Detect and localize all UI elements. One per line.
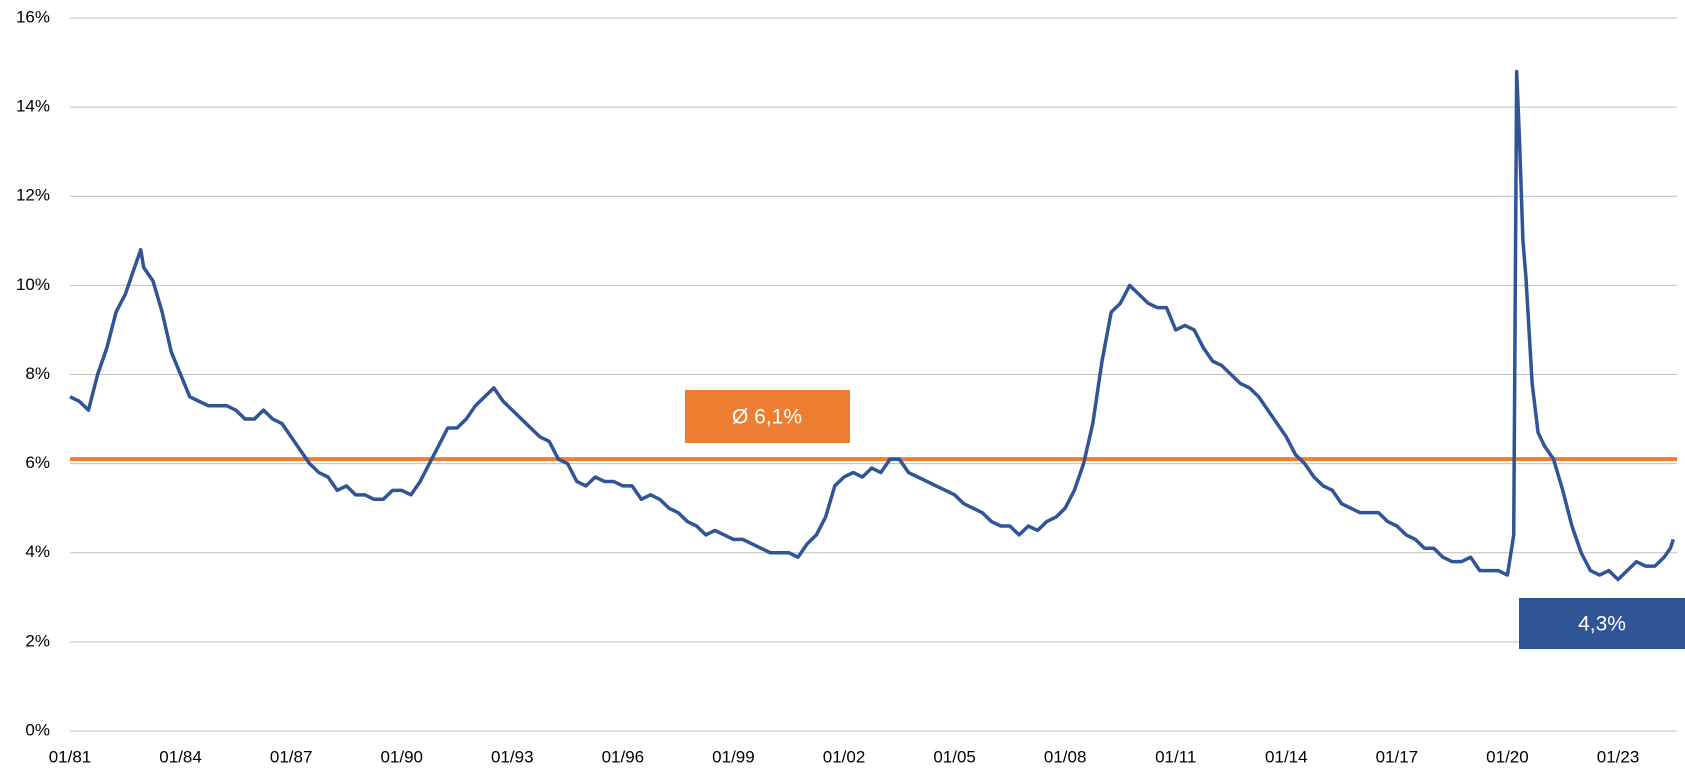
last-value-label: 4,3% <box>1578 613 1626 636</box>
y-tick-label: 10% <box>16 275 50 294</box>
x-tick-label: 01/14 <box>1265 747 1308 766</box>
x-tick-label: 01/17 <box>1376 747 1419 766</box>
x-tick-label: 01/05 <box>933 747 976 766</box>
x-tick-label: 01/08 <box>1044 747 1087 766</box>
y-tick-label: 12% <box>16 186 50 205</box>
x-tick-label: 01/96 <box>602 747 645 766</box>
y-tick-label: 0% <box>25 720 50 739</box>
y-tick-label: 4% <box>25 542 50 561</box>
x-tick-label: 01/11 <box>1155 747 1196 766</box>
y-tick-label: 16% <box>16 7 50 26</box>
x-tick-label: 01/93 <box>491 747 534 766</box>
y-tick-label: 2% <box>25 631 50 650</box>
x-tick-label: 01/90 <box>380 747 423 766</box>
last-value-box <box>1519 598 1685 649</box>
x-tick-label: 01/87 <box>270 747 313 766</box>
x-tick-label: 01/84 <box>159 747 202 766</box>
x-tick-label: 01/20 <box>1486 747 1529 766</box>
y-tick-label: 14% <box>16 97 50 116</box>
series-line <box>69 69 1675 582</box>
x-tick-label: 01/99 <box>712 747 755 766</box>
x-tick-label: 01/02 <box>823 747 866 766</box>
y-tick-label: 6% <box>25 453 50 472</box>
average-label-box <box>685 390 850 443</box>
y-tick-label: 8% <box>25 364 50 383</box>
x-tick-label: 01/81 <box>49 747 92 766</box>
average-label: Ø 6,1% <box>732 406 802 429</box>
x-tick-label: 01/23 <box>1597 747 1640 766</box>
